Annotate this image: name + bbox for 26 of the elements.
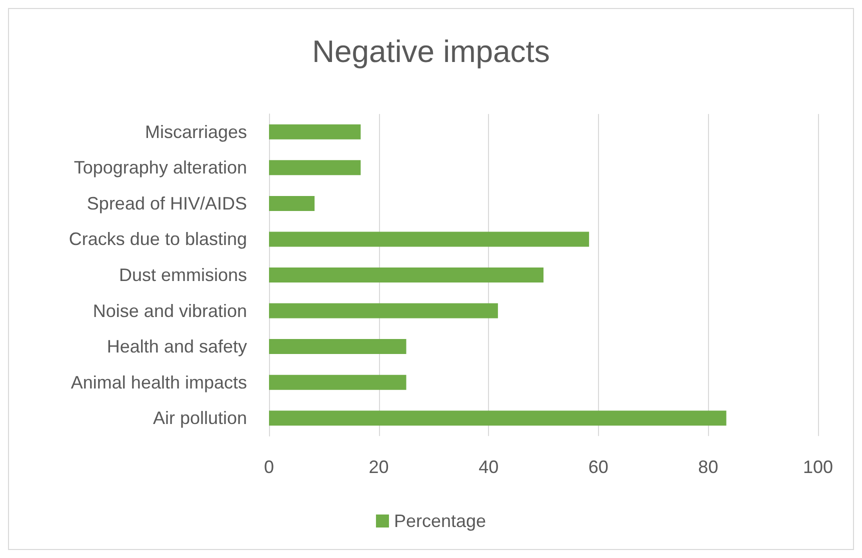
y-tick-label: Air pollution (152, 408, 247, 428)
bar (269, 339, 406, 354)
chart-title: Negative impacts (312, 34, 550, 69)
y-tick-label: Animal health impacts (70, 372, 247, 392)
bar (269, 410, 726, 426)
y-tick-label: Noise and vibration (92, 300, 247, 321)
x-tick-label: 80 (698, 457, 718, 477)
bar (269, 374, 406, 390)
legend-label: Percentage (394, 511, 486, 531)
y-tick-label: Health and safety (106, 336, 247, 357)
bar (269, 196, 315, 211)
y-tick-label: Cracks due to blasting (68, 229, 247, 250)
x-tick-label: 100 (802, 457, 834, 477)
bar (269, 303, 498, 318)
bar (269, 232, 590, 247)
bar (269, 268, 544, 282)
x-tick-label: 20 (368, 457, 389, 477)
y-tick-label: Miscarriages (144, 122, 247, 142)
bar (269, 160, 361, 176)
bar (269, 124, 361, 140)
y-tick-label: Dust emmisions (118, 265, 247, 285)
y-tick-label: Spread of HIV/AIDS (86, 193, 247, 214)
x-tick-label: 60 (588, 457, 608, 477)
x-tick-label: 40 (478, 457, 499, 477)
x-tick-label: 0 (264, 457, 274, 477)
y-tick-label: Topography alteration (74, 158, 247, 178)
